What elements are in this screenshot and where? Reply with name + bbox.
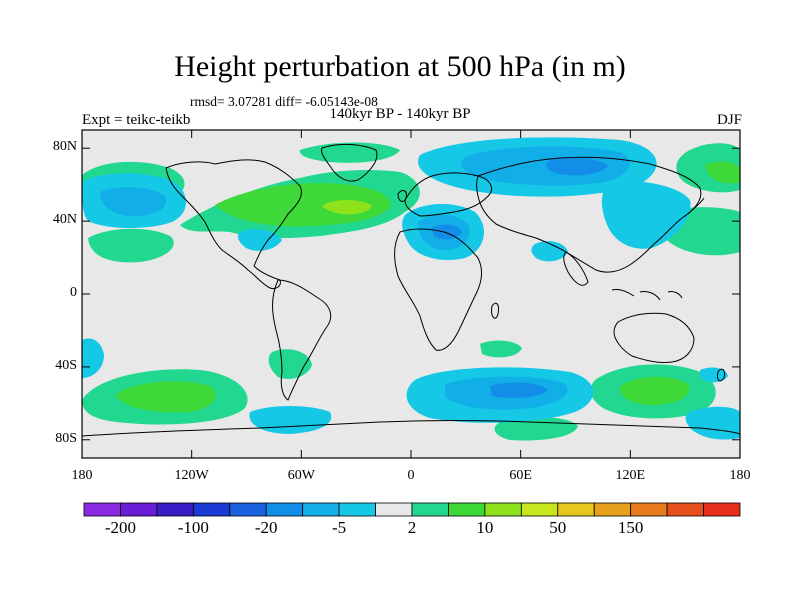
colorbar-swatch: [192, 502, 231, 517]
positive-anomaly-east-asia-core: [705, 161, 740, 184]
colorbar-swatch: [83, 502, 121, 517]
colorbar-label: 10: [476, 518, 494, 537]
map-title: Height perturbation at 500 hPa (in m): [174, 50, 626, 83]
lon-tick-label: 120E: [615, 468, 646, 483]
negative-anomaly-north-pacific-core: [100, 187, 167, 217]
lon-tick-label: 180: [729, 468, 751, 483]
coastlines: [82, 143, 740, 437]
coastline-south-america: [272, 279, 332, 401]
lat-tick-label: 40S: [55, 357, 77, 373]
positive-anomaly-south-indian-core: [619, 376, 690, 406]
negative-anomaly-north-america: [238, 229, 282, 251]
negative-anomaly-south-west-pacific: [700, 367, 728, 383]
coastline-indonesia: [611, 289, 683, 301]
colorbar-swatch: [411, 502, 449, 517]
colorbar-swatch: [484, 502, 522, 517]
negative-anomaly-mediterranean-max: [432, 224, 462, 240]
lon-tick-label: 120W: [174, 468, 209, 483]
coastline-japan: [687, 197, 705, 215]
colorbar-swatch: [120, 502, 158, 517]
lat-tick-label: 0: [70, 285, 77, 300]
coastline-uk: [397, 190, 407, 202]
positive-anomaly-tropics: [480, 340, 522, 358]
negative-anomaly-east-pacific: [601, 180, 691, 249]
lat-tick-label: 80N: [52, 139, 77, 155]
coastline-north-america: [165, 159, 302, 289]
positive-anomaly-north-pacific-2: [88, 228, 174, 263]
lon-tick-label: 60E: [509, 468, 532, 483]
positive-anomaly-north-atlantic-max: [322, 200, 372, 215]
colorbar-swatch: [448, 502, 486, 517]
colorbar-swatch: [557, 502, 595, 517]
colorbar-label: 2: [407, 518, 417, 537]
coastline-australia: [613, 312, 695, 363]
coastline-asia: [476, 156, 702, 273]
coastline-madagascar: [491, 302, 499, 319]
coastline-europe: [404, 172, 493, 217]
coastline-new-zealand: [717, 368, 725, 382]
colorbar: [83, 502, 741, 517]
period-text: 140kyr BP - 140kyr BP: [329, 106, 471, 122]
negative-anomaly-siberia-max: [546, 157, 608, 176]
colorbar-label: 150: [617, 518, 644, 537]
colorbar-label: -200: [104, 518, 137, 537]
axis-ticks: [81, 130, 741, 458]
colorbar-swatch: [593, 502, 632, 517]
colorbar-label: 50: [549, 518, 567, 537]
colorbar-swatch: [630, 502, 668, 517]
colorbar-swatch: [338, 502, 376, 517]
coastline-india: [563, 251, 589, 286]
colorbar-label: -20: [254, 518, 278, 537]
coastline-antarctica: [82, 420, 740, 437]
colorbar-swatch: [229, 502, 267, 517]
lon-tick-label: 0: [407, 468, 415, 483]
negative-anomaly-southern-ocean-max: [490, 382, 548, 398]
coastline-africa: [394, 228, 483, 351]
experiment-label: Expt = teikc-teikb: [82, 112, 191, 128]
lat-tick-label: 40N: [52, 212, 77, 228]
coastline-greenland: [321, 143, 378, 182]
lat-tick-label: 80S: [55, 430, 77, 446]
lon-tick-label: 60W: [287, 468, 315, 483]
negative-anomaly-south-pacific-west: [82, 338, 104, 378]
negative-anomaly-arabia: [531, 241, 568, 262]
colorbar-label: -5: [332, 518, 347, 537]
positive-anomaly-north-atlantic-core: [215, 182, 391, 227]
colorbar-swatch: [520, 502, 559, 517]
colorbar-swatch: [302, 502, 340, 517]
anomaly-contours: [82, 137, 740, 441]
lon-tick-label: 180: [71, 468, 93, 483]
negative-anomaly-siberia-core: [461, 146, 630, 186]
colorbar-swatch: [703, 502, 741, 517]
colorbar-swatch: [156, 502, 194, 517]
colorbar-swatch: [265, 502, 304, 517]
colorbar-label: -100: [177, 518, 209, 537]
statistics-text: rmsd= 3.07281 diff= -6.05143e-08: [190, 94, 378, 109]
colorbar-swatch: [666, 502, 704, 517]
negative-anomaly-antarctic-pacific: [249, 406, 332, 434]
season-label: DJF: [716, 112, 742, 128]
colorbar-swatch: [375, 502, 413, 517]
positive-anomaly-south-pacific-core: [115, 381, 216, 413]
